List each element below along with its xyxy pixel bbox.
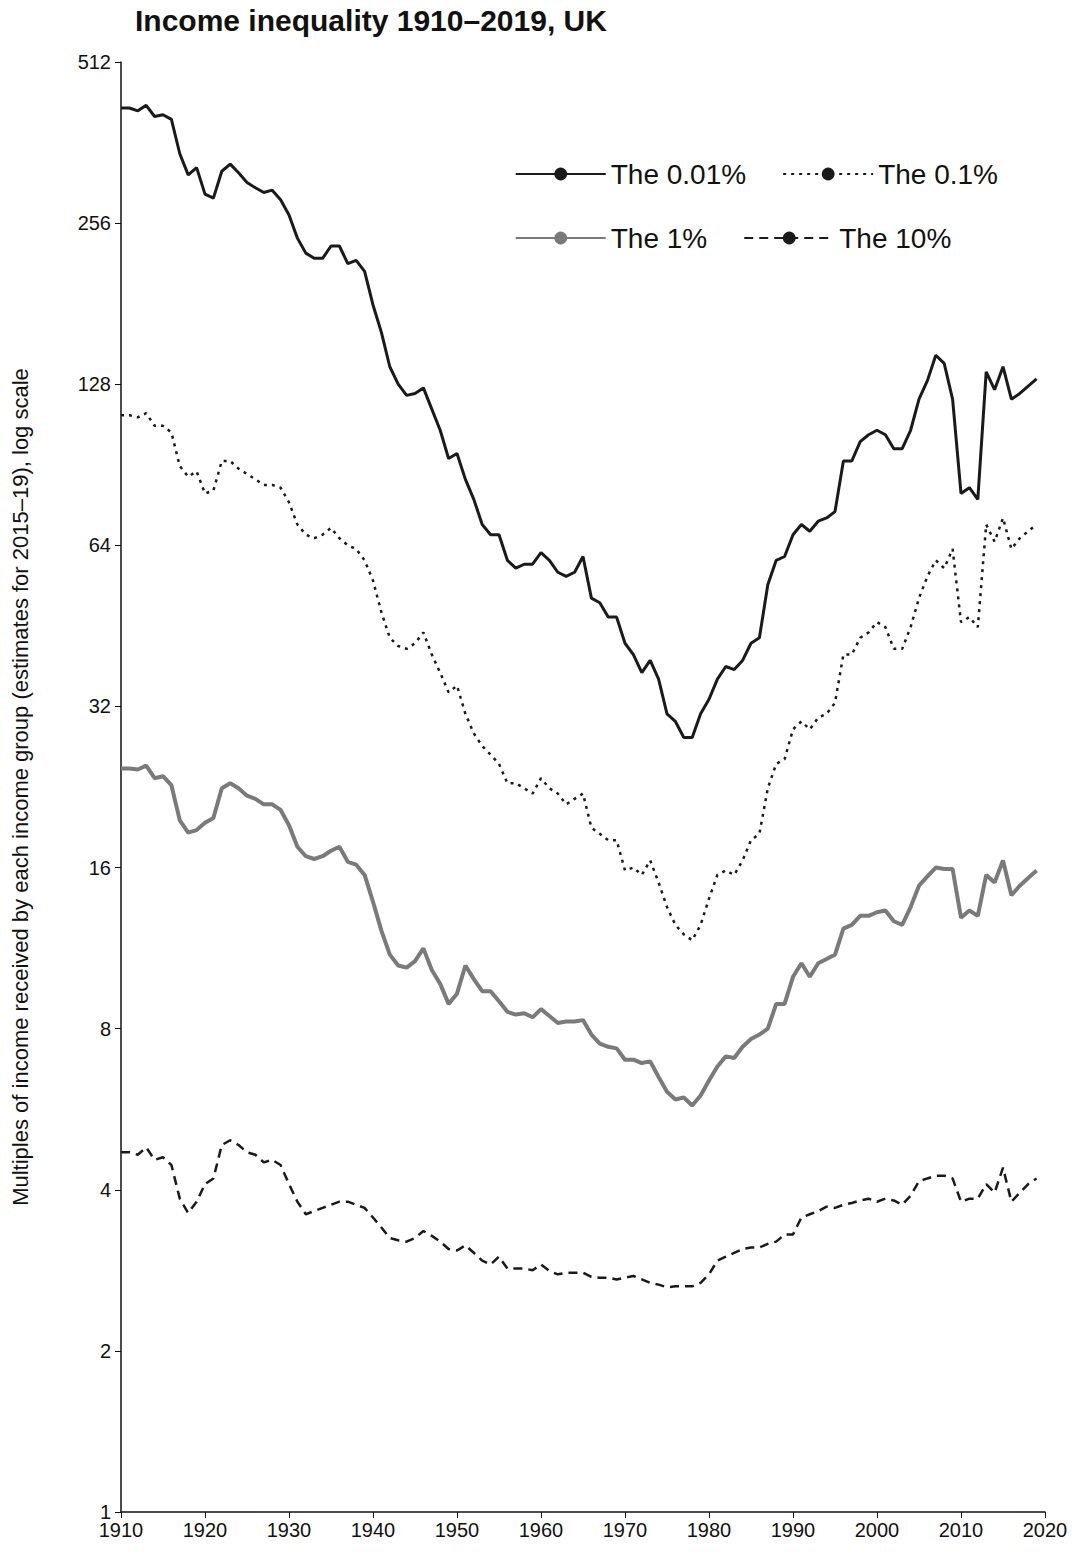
svg-text:1970: 1970	[603, 1519, 648, 1541]
svg-text:2: 2	[100, 1340, 111, 1362]
svg-text:512: 512	[78, 51, 111, 73]
svg-text:128: 128	[78, 373, 111, 395]
svg-text:1: 1	[99, 1501, 111, 1523]
svg-text:1940: 1940	[351, 1519, 396, 1541]
svg-text:The 0.01%: The 0.01%	[611, 159, 746, 190]
svg-text:64: 64	[89, 534, 111, 556]
svg-text:2010: 2010	[939, 1519, 984, 1541]
svg-text:1990: 1990	[771, 1519, 816, 1541]
svg-text:1920: 1920	[183, 1519, 228, 1541]
svg-text:Income inequality 1910–2019, U: Income inequality 1910–2019, UK	[135, 4, 607, 37]
svg-text:1910: 1910	[99, 1519, 144, 1541]
svg-text:2000: 2000	[855, 1519, 900, 1541]
svg-text:1950: 1950	[435, 1519, 480, 1541]
svg-text:Multiples of income received b: Multiples of income received by each inc…	[8, 368, 33, 1206]
svg-text:The 0.1%: The 0.1%	[878, 159, 998, 190]
svg-text:256: 256	[78, 212, 111, 234]
svg-text:16: 16	[89, 857, 111, 879]
svg-text:8: 8	[100, 1018, 111, 1040]
svg-text:2020: 2020	[1023, 1519, 1068, 1541]
svg-text:1980: 1980	[687, 1519, 732, 1541]
svg-text:4: 4	[100, 1179, 111, 1201]
svg-text:32: 32	[89, 695, 111, 717]
svg-text:The 10%: The 10%	[839, 223, 951, 254]
svg-text:The 1%: The 1%	[611, 223, 708, 254]
svg-text:1930: 1930	[267, 1519, 312, 1541]
svg-text:1960: 1960	[519, 1519, 564, 1541]
